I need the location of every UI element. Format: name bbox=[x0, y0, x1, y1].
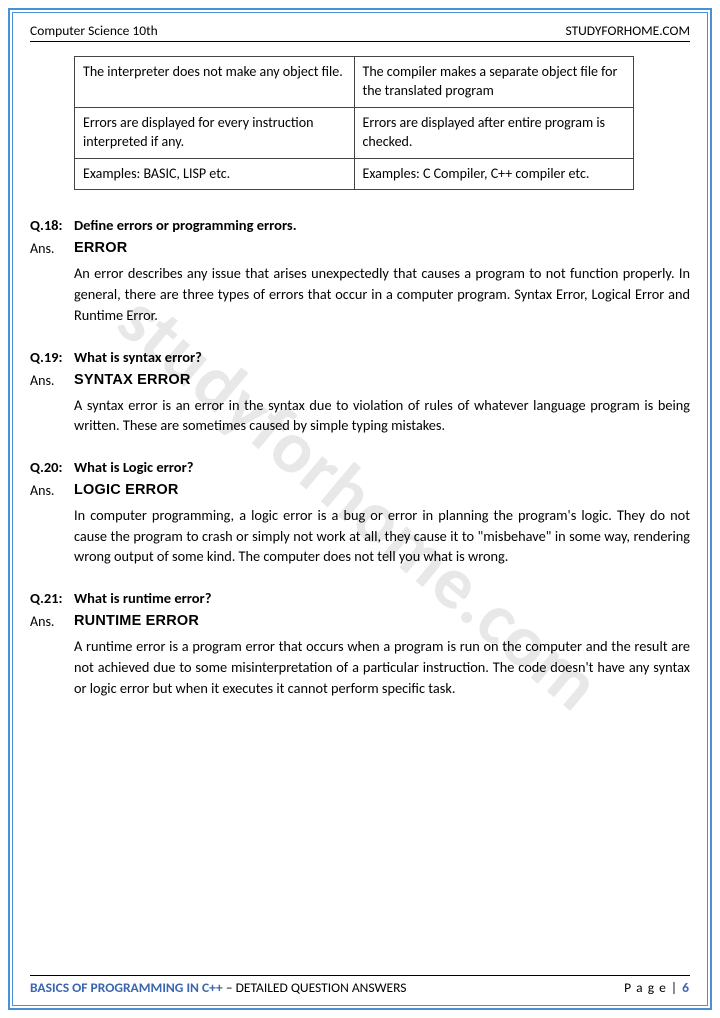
question-text: What is syntax error? bbox=[74, 348, 202, 366]
answer-label: Ans. bbox=[30, 372, 74, 389]
answer-body: A syntax error is an error in the syntax… bbox=[74, 395, 690, 436]
answer-body: A runtime error is a program error that … bbox=[74, 636, 690, 698]
table-cell: The interpreter does not make any object… bbox=[75, 57, 355, 108]
table-row: The interpreter does not make any object… bbox=[75, 57, 634, 108]
answer-label: Ans. bbox=[30, 613, 74, 630]
footer-left: BASICS OF PROGRAMMING IN C++ – DETAILED … bbox=[30, 979, 406, 996]
question-number: Q.21: bbox=[30, 589, 74, 607]
answer-heading: LOGIC ERROR bbox=[74, 482, 179, 499]
qa-item-18: Q.18: Define errors or programming error… bbox=[30, 216, 690, 325]
header-left: Computer Science 10th bbox=[30, 22, 158, 39]
answer-body: In computer programming, a logic error i… bbox=[74, 505, 690, 567]
table-row: Examples: BASIC, LISP etc. Examples: C C… bbox=[75, 158, 634, 190]
footer-title-bold: BASICS OF PROGRAMMING IN C++ bbox=[30, 979, 223, 996]
table-cell: Errors are displayed after entire progra… bbox=[354, 107, 634, 158]
table-cell: Errors are displayed for every instructi… bbox=[75, 107, 355, 158]
comparison-table: The interpreter does not make any object… bbox=[74, 56, 634, 190]
page-number: 6 bbox=[682, 979, 690, 996]
question-number: Q.18: bbox=[30, 216, 74, 234]
qa-item-21: Q.21: What is runtime error? Ans. RUNTIM… bbox=[30, 589, 690, 698]
page-footer: BASICS OF PROGRAMMING IN C++ – DETAILED … bbox=[30, 975, 690, 996]
qa-item-20: Q.20: What is Logic error? Ans. LOGIC ER… bbox=[30, 458, 690, 567]
question-number: Q.20: bbox=[30, 458, 74, 476]
table-row: Errors are displayed for every instructi… bbox=[75, 107, 634, 158]
page-content: Computer Science 10th STUDYFORHOME.COM s… bbox=[30, 22, 690, 996]
question-text: What is runtime error? bbox=[74, 589, 211, 607]
page-label: P a g e | bbox=[624, 979, 682, 996]
answer-label: Ans. bbox=[30, 240, 74, 257]
answer-heading: RUNTIME ERROR bbox=[74, 613, 199, 630]
footer-right: P a g e | 6 bbox=[624, 979, 690, 996]
answer-heading: SYNTAX ERROR bbox=[74, 372, 191, 389]
answer-body: An error describes any issue that arises… bbox=[74, 263, 690, 325]
table-cell: The compiler makes a separate object fil… bbox=[354, 57, 634, 108]
question-number: Q.19: bbox=[30, 348, 74, 366]
qa-item-19: Q.19: What is syntax error? Ans. SYNTAX … bbox=[30, 348, 690, 436]
question-text: What is Logic error? bbox=[74, 458, 193, 476]
answer-label: Ans. bbox=[30, 482, 74, 499]
question-text: Define errors or programming errors. bbox=[74, 216, 297, 234]
footer-title-regular: – DETAILED QUESTION ANSWERS bbox=[223, 979, 407, 996]
table-cell: Examples: BASIC, LISP etc. bbox=[75, 158, 355, 190]
page-header: Computer Science 10th STUDYFORHOME.COM bbox=[30, 22, 690, 42]
header-right: STUDYFORHOME.COM bbox=[565, 22, 690, 39]
table-cell: Examples: C Compiler, C++ compiler etc. bbox=[354, 158, 634, 190]
answer-heading: ERROR bbox=[74, 240, 127, 257]
